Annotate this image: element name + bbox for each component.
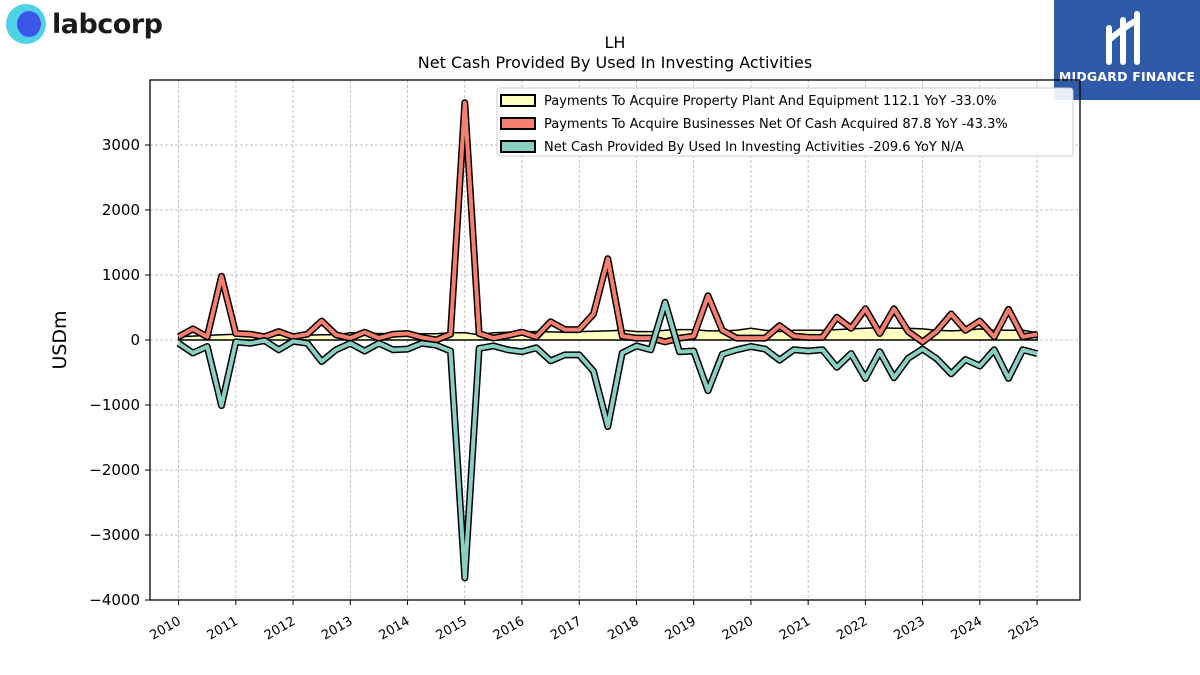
legend-swatch — [500, 140, 536, 153]
labcorp-logo: labcorp — [6, 4, 163, 44]
labcorp-logo-icon — [6, 4, 46, 44]
y-tick-label: −2000 — [89, 461, 140, 479]
series-layer — [176, 99, 1038, 582]
y-tick-label: 2000 — [102, 201, 140, 219]
midgard-logo-icon — [1106, 11, 1140, 65]
x-tick-label: 2025 — [1006, 614, 1042, 644]
series-3-line — [177, 300, 1038, 580]
y-axis-label: USDm — [49, 310, 71, 369]
plot-frame — [149, 79, 1081, 601]
x-tick-label: 2013 — [319, 614, 355, 644]
x-tick-label: 2024 — [949, 614, 985, 644]
x-tick-label: 2014 — [376, 614, 412, 644]
x-tick-label: 2011 — [205, 614, 241, 644]
x-tick-label: 2021 — [777, 614, 813, 644]
series-2-line — [177, 100, 1038, 344]
x-tick-label: 2015 — [434, 614, 470, 644]
badge-text: MIDGARD FINANCE — [1058, 69, 1196, 84]
x-tick-label: 2019 — [663, 614, 699, 644]
midgard-finance-badge: MIDGARD FINANCE — [1054, 0, 1200, 100]
y-tick-label: −1000 — [89, 396, 140, 414]
chart-title: LH — [605, 33, 626, 52]
legend-label: Payments To Acquire Property Plant And E… — [544, 94, 997, 109]
x-tick-label: 2017 — [548, 614, 584, 644]
brand-name: labcorp — [52, 8, 163, 40]
x-tick-label: 2016 — [491, 614, 527, 644]
legend-swatch — [500, 94, 536, 107]
legend-label: Net Cash Provided By Used In Investing A… — [544, 140, 964, 155]
y-tick-label: −4000 — [89, 591, 140, 609]
x-tick-label: 2023 — [892, 614, 928, 644]
y-tick-label: 3000 — [102, 136, 140, 154]
legend-label: Payments To Acquire Businesses Net Of Ca… — [544, 117, 1008, 132]
y-tick-label: −3000 — [89, 526, 140, 544]
chart-subtitle: Net Cash Provided By Used In Investing A… — [418, 53, 812, 72]
x-tick-label: 2022 — [834, 614, 870, 644]
x-tick-label: 2010 — [148, 614, 184, 644]
x-tick-label: 2012 — [262, 614, 298, 644]
y-tick-label: 0 — [130, 331, 140, 349]
legend-box — [496, 87, 1074, 157]
x-tick-label: 2018 — [605, 614, 641, 644]
axes: −4000 −3000 −2000 −1000 0 1000 2000 3000 2010 201… — [89, 136, 1042, 643]
legend: Payments To Acquire Property Plant And E… — [496, 87, 1074, 157]
y-tick-label: 1000 — [102, 266, 140, 284]
x-tick-label: 2020 — [720, 614, 756, 644]
legend-swatch — [500, 117, 536, 130]
